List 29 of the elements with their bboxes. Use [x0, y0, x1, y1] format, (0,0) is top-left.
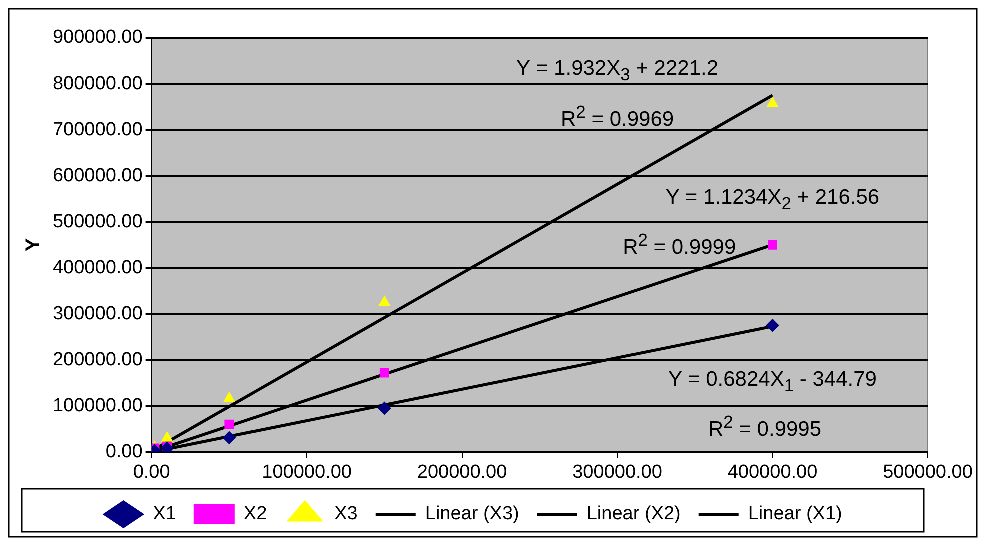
y-tick-label: 400000.00: [52, 257, 143, 278]
y-tick-label: 800000.00: [52, 73, 143, 94]
legend-label: X2: [244, 504, 268, 525]
legend-label: X3: [334, 504, 358, 525]
y-tick-label: 0.00: [106, 441, 143, 462]
y-tick-label: 100000.00: [52, 395, 143, 416]
legend-label: Linear (X1): [748, 504, 842, 525]
annotation: R$^{2}$ = 0.9995: [708, 412, 822, 442]
y-tick-label: 500000.00: [52, 211, 143, 232]
annotation: Y = 0.6824X$_{1}$ - 344.79: [668, 368, 877, 396]
y-tick-label: 200000.00: [52, 349, 143, 370]
y-tick-label: 600000.00: [52, 165, 143, 186]
annotation: R$^{2}$ = 0.9999: [623, 230, 736, 260]
x-tick-label: 200000.00: [417, 462, 508, 483]
x-tick-label: 0.00: [133, 462, 170, 483]
y-tick-label: 700000.00: [52, 119, 143, 140]
annotation: Y = 1.932X$_{3}$ + 2221.2: [516, 57, 719, 84]
legend-label: Linear (X3): [425, 504, 520, 525]
y-axis-title: Y: [22, 238, 45, 252]
x-tick-label: 500000.00: [883, 462, 973, 483]
annotation: Y = 1.1234X$_{2}$ + 216.56: [666, 186, 880, 213]
y-tick-label: 900000.00: [52, 27, 143, 48]
y-tick-label: 300000.00: [52, 303, 143, 324]
x-tick-label: 300000.00: [572, 462, 662, 483]
annotation: R$^{2}$ = 0.9969: [560, 102, 674, 131]
x-tick-label: 400000.00: [728, 462, 818, 483]
legend-label: Linear (X2): [586, 504, 681, 525]
x-tick-label: 100000.00: [262, 462, 352, 483]
legend-label: X1: [153, 504, 176, 525]
